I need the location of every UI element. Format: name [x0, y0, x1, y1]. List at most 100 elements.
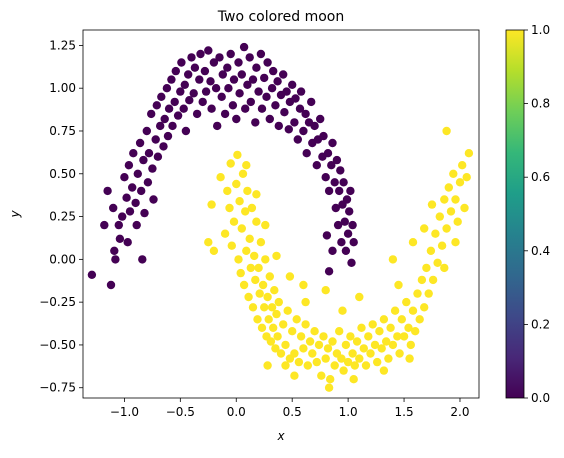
data-point-class-1: [335, 327, 344, 336]
data-point-class-0: [271, 101, 280, 110]
points-layer: [87, 42, 474, 392]
data-point-class-0: [218, 70, 227, 79]
data-point-class-1: [207, 200, 216, 209]
data-point-class-1: [338, 306, 347, 315]
data-point-class-0: [151, 135, 160, 144]
data-point-class-1: [255, 289, 264, 298]
data-point-class-0: [207, 104, 216, 113]
data-point-class-1: [317, 371, 326, 380]
y-tick-label: −0.25: [39, 295, 76, 309]
data-point-class-0: [179, 104, 188, 113]
data-point-class-0: [254, 87, 263, 96]
x-axis: −1.0 −0.5 0.0 0.5 1.0 1.5 2.0: [110, 398, 470, 419]
y-tick-label: −0.50: [39, 338, 76, 352]
data-point-class-0: [260, 73, 269, 83]
data-point-class-0: [162, 84, 172, 93]
data-point-class-0: [192, 109, 202, 119]
data-point-class-0: [163, 131, 173, 141]
data-point-class-0: [167, 75, 176, 84]
data-point-class-1: [428, 275, 438, 285]
data-point-class-1: [301, 320, 310, 329]
data-point-class-1: [253, 315, 262, 324]
colorbar-tick-label: 1.0: [531, 23, 550, 37]
data-point-class-0: [312, 161, 321, 170]
data-point-class-0: [152, 101, 161, 110]
data-point-class-1: [408, 238, 418, 247]
data-point-class-0: [256, 49, 266, 59]
data-point-class-1: [366, 349, 375, 358]
data-point-class-1: [458, 161, 467, 170]
data-point-class-0: [159, 142, 168, 151]
x-axis-label: x: [276, 429, 285, 443]
data-point-class-1: [234, 255, 243, 264]
data-point-class-1: [386, 323, 395, 332]
data-point-class-0: [168, 121, 177, 131]
y-tick-label: 0.25: [49, 210, 76, 224]
y-axis: −0.75 −0.50 −0.25 0.00 0.25 0.50 0.75 1.00 1.25: [39, 38, 83, 395]
y-tick-label: −0.75: [39, 381, 76, 395]
data-point-class-0: [164, 104, 174, 113]
data-point-class-0: [302, 149, 311, 158]
data-point-class-0: [279, 70, 288, 79]
data-point-class-1: [261, 220, 270, 230]
data-point-class-1: [394, 280, 403, 290]
data-point-class-0: [234, 58, 243, 67]
data-point-class-1: [256, 238, 266, 247]
y-tick-label: 1.00: [49, 81, 76, 95]
data-point-class-1: [341, 340, 351, 350]
data-point-class-1: [269, 323, 278, 332]
data-point-class-1: [455, 178, 465, 187]
data-point-class-0: [239, 42, 249, 52]
data-point-class-1: [267, 303, 277, 312]
data-point-class-0: [333, 220, 343, 230]
data-point-class-1: [263, 292, 272, 302]
data-point-class-0: [248, 75, 258, 84]
data-point-class-0: [185, 96, 194, 105]
data-point-class-0: [133, 169, 142, 178]
data-point-class-0: [143, 178, 153, 187]
data-point-class-0: [282, 87, 291, 96]
data-point-class-0: [321, 173, 330, 182]
data-point-class-1: [283, 306, 292, 315]
data-point-class-0: [316, 114, 325, 124]
data-point-class-1: [241, 207, 250, 216]
data-point-class-0: [110, 246, 119, 255]
data-point-class-1: [460, 203, 469, 213]
data-point-class-0: [131, 198, 140, 208]
data-point-class-0: [114, 220, 124, 230]
data-point-class-1: [395, 349, 404, 358]
data-point-class-1: [279, 320, 288, 329]
data-point-class-0: [118, 212, 127, 221]
data-point-class-1: [209, 246, 219, 255]
data-point-class-0: [274, 121, 283, 131]
data-point-class-1: [299, 280, 308, 290]
data-point-class-0: [190, 63, 200, 72]
data-point-class-0: [330, 178, 339, 187]
data-point-class-0: [284, 125, 293, 134]
data-point-class-0: [336, 166, 345, 175]
data-point-class-1: [346, 332, 355, 341]
data-point-class-1: [263, 361, 272, 370]
data-point-class-1: [420, 303, 429, 312]
data-point-class-1: [243, 186, 252, 196]
data-point-class-0: [348, 220, 357, 230]
data-point-class-1: [451, 238, 460, 247]
data-point-class-0: [327, 161, 336, 170]
data-point-class-0: [288, 80, 297, 90]
data-point-class-0: [324, 267, 334, 276]
data-point-class-1: [238, 169, 248, 178]
chart-title: Two colored moon: [217, 9, 344, 25]
data-point-class-1: [453, 217, 462, 226]
data-point-class-1: [417, 275, 427, 285]
data-point-class-1: [285, 272, 295, 281]
y-tick-label: 0.00: [49, 252, 76, 266]
data-point-class-1: [326, 375, 335, 384]
data-point-class-0: [198, 97, 207, 107]
data-point-class-1: [379, 315, 389, 324]
data-point-class-0: [241, 104, 250, 113]
data-point-class-0: [220, 109, 230, 119]
data-point-class-0: [129, 149, 138, 158]
data-point-class-0: [201, 87, 211, 96]
data-point-class-0: [195, 75, 204, 84]
